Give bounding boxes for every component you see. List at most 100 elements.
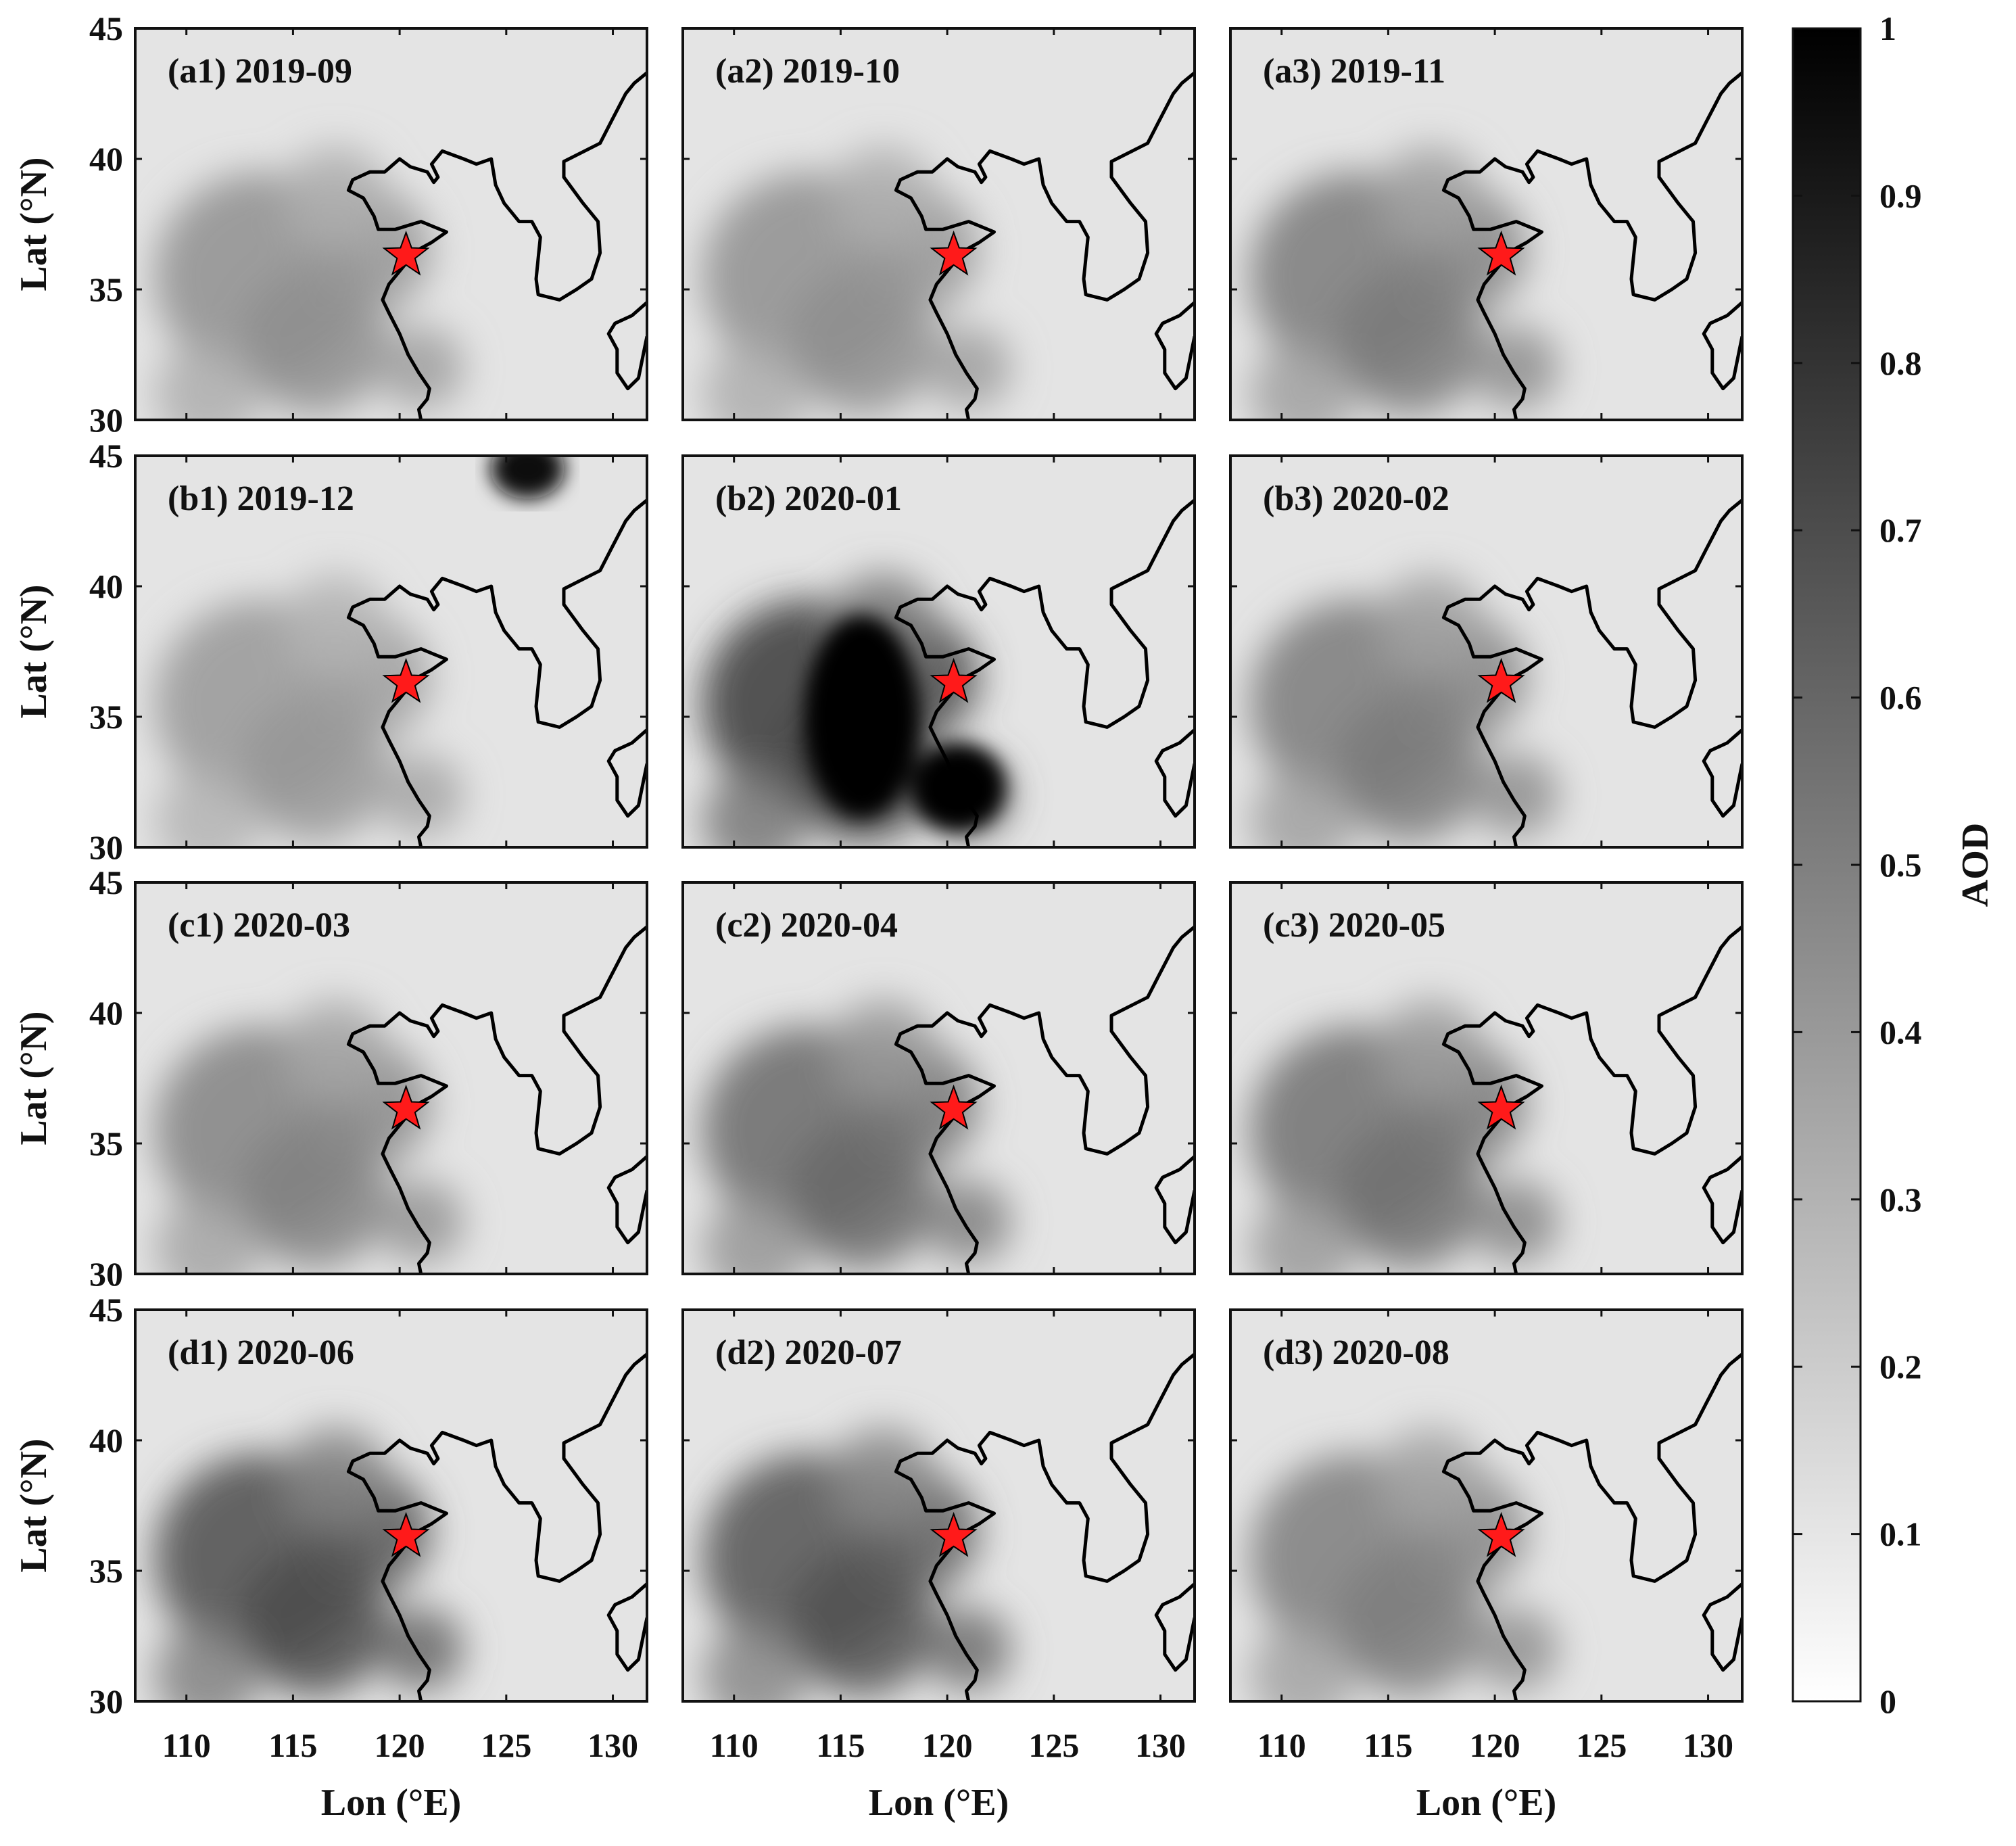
map-panel: (c1) 2020-03 30 35 40 45 Lat (°N)	[13, 863, 648, 1293]
panel-frame	[681, 881, 1196, 1275]
panel-frame	[134, 881, 648, 1275]
map-panel: (b3) 2020-02	[1229, 454, 1744, 849]
panel-label: (b1) 2019-12	[168, 479, 354, 518]
colorbar-tick-label: 0.2	[1879, 1348, 1922, 1386]
star-marker	[382, 1084, 430, 1130]
colorbar-tick-label: 0	[1879, 1682, 1896, 1720]
star-marker	[930, 657, 978, 703]
x-tick-label: 120	[922, 1726, 973, 1764]
map-panel: (b1) 2019-12 30 35 40 45 Lat (°N)	[13, 437, 648, 866]
aod-field	[1230, 28, 1742, 420]
coastline	[346, 1352, 647, 1701]
y-tick-label: 30	[89, 401, 123, 439]
y-tick-label: 30	[89, 1255, 123, 1293]
panel-label: (a1) 2019-09	[168, 52, 352, 91]
panel-label: (a3) 2019-11	[1263, 52, 1445, 91]
star-marker	[1477, 657, 1525, 703]
coastline-japan	[606, 301, 647, 391]
y-tick-label: 40	[89, 994, 123, 1032]
aod-field	[1230, 1310, 1742, 1701]
panel-frame	[134, 1308, 648, 1703]
x-tick-label: 125	[481, 1726, 531, 1764]
panel-frame	[1229, 27, 1744, 421]
x-tick-label: 110	[162, 1726, 211, 1764]
star-marker	[382, 230, 430, 276]
aod-field	[1230, 882, 1742, 1274]
colorbar-tick-label: 0.1	[1879, 1515, 1922, 1553]
colorbar-label: AOD	[1954, 823, 1996, 907]
coastline-japan	[1154, 1155, 1195, 1245]
aod-field	[683, 28, 1195, 420]
star-marker	[382, 657, 430, 703]
star-marker	[930, 1084, 978, 1130]
x-axis-title: Lon (°E)	[321, 1782, 462, 1824]
colorbar-tick-label: 0.5	[1879, 846, 1922, 884]
map-panel: (a2) 2019-10	[681, 27, 1196, 421]
coastline-japan	[1702, 1155, 1742, 1245]
coastline	[346, 498, 647, 847]
star-marker	[930, 1511, 978, 1557]
panel-label: (d3) 2020-08	[1263, 1333, 1449, 1372]
star-marker	[1477, 1511, 1525, 1557]
x-tick-label: 110	[1257, 1726, 1306, 1764]
coastline-japan	[1702, 1582, 1742, 1672]
x-tick-label: 115	[816, 1726, 865, 1764]
panel-label: (c2) 2020-04	[715, 906, 898, 945]
coastline-japan	[606, 1582, 647, 1672]
y-tick-label: 35	[89, 1125, 123, 1162]
panel-frame	[134, 454, 648, 849]
coastline	[894, 498, 1195, 847]
coastline-japan	[1154, 301, 1195, 391]
panel-frame	[1229, 881, 1744, 1275]
y-tick-label: 35	[89, 270, 123, 308]
y-tick-label: 45	[89, 9, 123, 47]
x-tick-label: 130	[1135, 1726, 1186, 1764]
x-tick-label: 115	[1364, 1726, 1412, 1764]
y-tick-label: 30	[89, 828, 123, 866]
aod-field	[683, 456, 1195, 847]
colorbar-tick-label: 1	[1879, 9, 1896, 47]
x-tick-label: 115	[268, 1726, 317, 1764]
panel-frame	[681, 27, 1196, 421]
colorbar-tick-label: 0.4	[1879, 1013, 1922, 1051]
x-tick-label: 120	[375, 1726, 425, 1764]
panel-label: (d2) 2020-07	[715, 1333, 902, 1372]
panel-label: (c3) 2020-05	[1263, 906, 1445, 945]
coastline-japan	[1702, 728, 1742, 818]
panel-frame	[1229, 1308, 1744, 1703]
colorbar-tick-label: 0.7	[1879, 511, 1922, 549]
y-tick-label: 35	[89, 698, 123, 736]
aod-field	[135, 28, 647, 420]
coastline	[894, 1352, 1195, 1701]
y-tick-label: 45	[89, 1291, 123, 1329]
star-marker	[382, 1511, 430, 1557]
x-tick-label: 110	[710, 1726, 759, 1764]
colorbar-tick-label: 0.8	[1879, 344, 1922, 382]
y-axis-title: Lat (°N)	[13, 584, 55, 718]
coastline	[346, 925, 647, 1274]
y-tick-label: 40	[89, 1421, 123, 1459]
coastline	[1441, 925, 1742, 1274]
panel-label: (c1) 2020-03	[168, 906, 350, 945]
y-axis-title: Lat (°N)	[13, 157, 55, 291]
y-tick-label: 40	[89, 140, 123, 178]
map-panel: (d2) 2020-07 110 115 120 125 130 Lon (°E)	[681, 1308, 1196, 1824]
panel-label: (d1) 2020-06	[168, 1333, 354, 1372]
panel-frame	[681, 1308, 1196, 1703]
map-panel: (c3) 2020-05	[1229, 881, 1744, 1275]
x-tick-label: 125	[1028, 1726, 1079, 1764]
y-tick-label: 30	[89, 1682, 123, 1720]
y-tick-label: 45	[89, 863, 123, 901]
panel-label: (b3) 2020-02	[1263, 479, 1449, 518]
map-panel: (a3) 2019-11	[1229, 27, 1744, 421]
colorbar-tick-label: 0.6	[1879, 679, 1922, 717]
coastline-japan	[606, 728, 647, 818]
y-tick-label: 45	[89, 437, 123, 475]
colorbar-ticks: 0 0.1 0.2 0.3 0.4 0.5 0.6 0.7 0.8 0.9 1	[1793, 9, 1922, 1720]
coastline-japan	[1154, 728, 1195, 818]
x-tick-label: 130	[587, 1726, 638, 1764]
y-tick-label: 40	[89, 567, 123, 605]
colorbar-tick-label: 0.3	[1879, 1181, 1922, 1218]
x-axis-title: Lon (°E)	[869, 1782, 1009, 1824]
